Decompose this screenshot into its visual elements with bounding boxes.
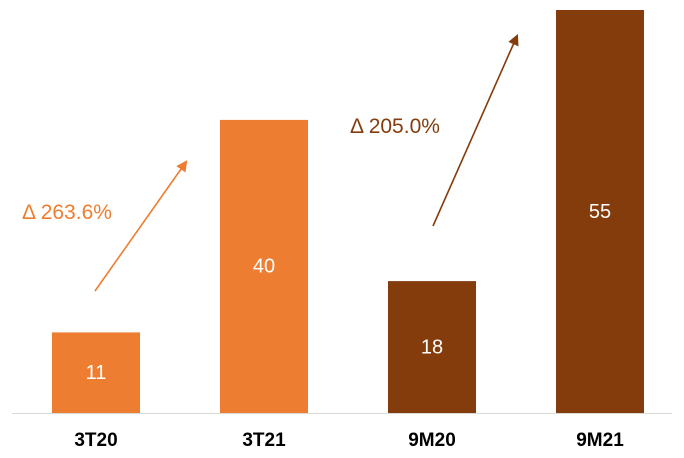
delta-annotation-2: Δ 205.0%: [350, 115, 440, 138]
delta-annotation-1: Δ 263.6%: [22, 201, 112, 224]
x-tick-label-3t20: 3T20: [74, 430, 117, 451]
x-tick-label-9m20: 9M20: [408, 430, 456, 451]
annotations-layer: Δ 263.6% Δ 205.0%: [22, 33, 519, 292]
bar-9m20: [388, 281, 476, 413]
delta-arrow-2: [432, 33, 519, 227]
bars-layer: [52, 10, 644, 413]
bar-3t20: [52, 332, 140, 413]
x-tick-label-9m21: 9M21: [576, 430, 624, 451]
data-label-3t21: 40: [253, 256, 275, 278]
bar-9m21: [556, 10, 644, 413]
x-tick-label-3t21: 3T21: [242, 430, 286, 451]
data-label-3t20: 11: [86, 362, 107, 384]
bar-3t21: [220, 119, 308, 413]
labels-layer: 11 3T20 40 3T21 18 9M20 55 9M21: [74, 201, 624, 451]
data-label-9m21: 55: [589, 201, 611, 223]
data-label-9m20: 18: [421, 336, 443, 358]
delta-arrow-1: [94, 160, 188, 292]
